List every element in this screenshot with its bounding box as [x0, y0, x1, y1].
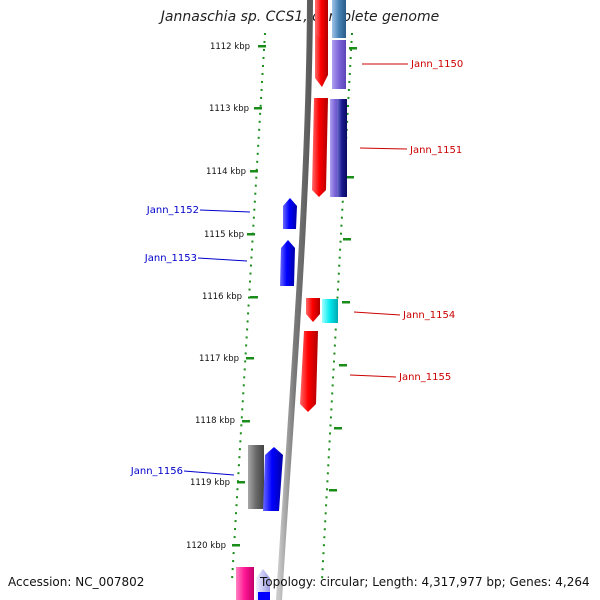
- scale-tick-labels: 1112 kbp 1113 kbp 1114 kbp 1115 kbp 1116…: [186, 42, 250, 551]
- gene-block-top-steel: [332, 0, 346, 38]
- topology-label: Topology: circular; Length: 4,317,977 bp…: [260, 575, 590, 589]
- gene-arrow-jann-1155: [300, 331, 318, 412]
- map-title: Jannaschia sp. CCS1, complete genome: [160, 9, 440, 25]
- gene-block-jann-1154-cyan: [322, 299, 338, 323]
- tick-label: 1120 kbp: [186, 541, 226, 551]
- gene-block-bottom-blue: [258, 592, 270, 600]
- gene-label-jann-1153: Jann_1153: [144, 253, 197, 264]
- gene-label-jann-1150: Jann_1150: [410, 59, 463, 70]
- tick-label: 1117 kbp: [199, 354, 239, 364]
- gene-label-jann-1152: Jann_1152: [146, 205, 199, 216]
- tick-label: 1118 kbp: [195, 416, 235, 426]
- gene-arrow-red-top: [316, 0, 328, 40]
- gene-features: [236, 0, 347, 600]
- genome-backbone: [276, 0, 313, 600]
- gene-block-jann-1151-navy: [337, 99, 347, 197]
- gene-arrow-jann-1152: [283, 198, 297, 229]
- gene-callout-lines: [183, 63, 408, 476]
- scale-ticks-right: [329, 47, 357, 492]
- tick-label: 1116 kbp: [202, 292, 242, 302]
- tick-label: 1113 kbp: [209, 104, 249, 114]
- left-track-dots: [231, 32, 266, 581]
- gene-labels: Jann_1150 Jann_1151 Jann_1152 Jann_1153 …: [130, 59, 463, 477]
- gene-label-jann-1151: Jann_1151: [409, 145, 462, 156]
- accession-label: Accession: NC_007802: [8, 575, 145, 589]
- gene-label-jann-1155: Jann_1155: [398, 372, 451, 383]
- tick-label: 1112 kbp: [210, 42, 250, 52]
- tick-label: 1119 kbp: [190, 478, 230, 488]
- gene-block-jann-1150-purple: [332, 40, 346, 89]
- gene-arrow-jann-1153: [280, 240, 295, 286]
- gene-block-bottom-pink: [236, 567, 254, 600]
- gene-arrow-jann-1156: [263, 447, 283, 511]
- gene-label-jann-1154: Jann_1154: [402, 310, 455, 321]
- tick-label: 1114 kbp: [206, 167, 246, 177]
- gene-arrow-jann-1151: [312, 98, 328, 197]
- gene-label-jann-1156: Jann_1156: [130, 466, 183, 477]
- tick-label: 1115 kbp: [204, 230, 244, 240]
- gene-block-jann-1151-purple: [330, 99, 340, 197]
- scale-ticks: [232, 45, 266, 547]
- gene-arrow-jann-1154: [306, 298, 320, 322]
- gene-block-jann-1156-gray: [248, 445, 264, 509]
